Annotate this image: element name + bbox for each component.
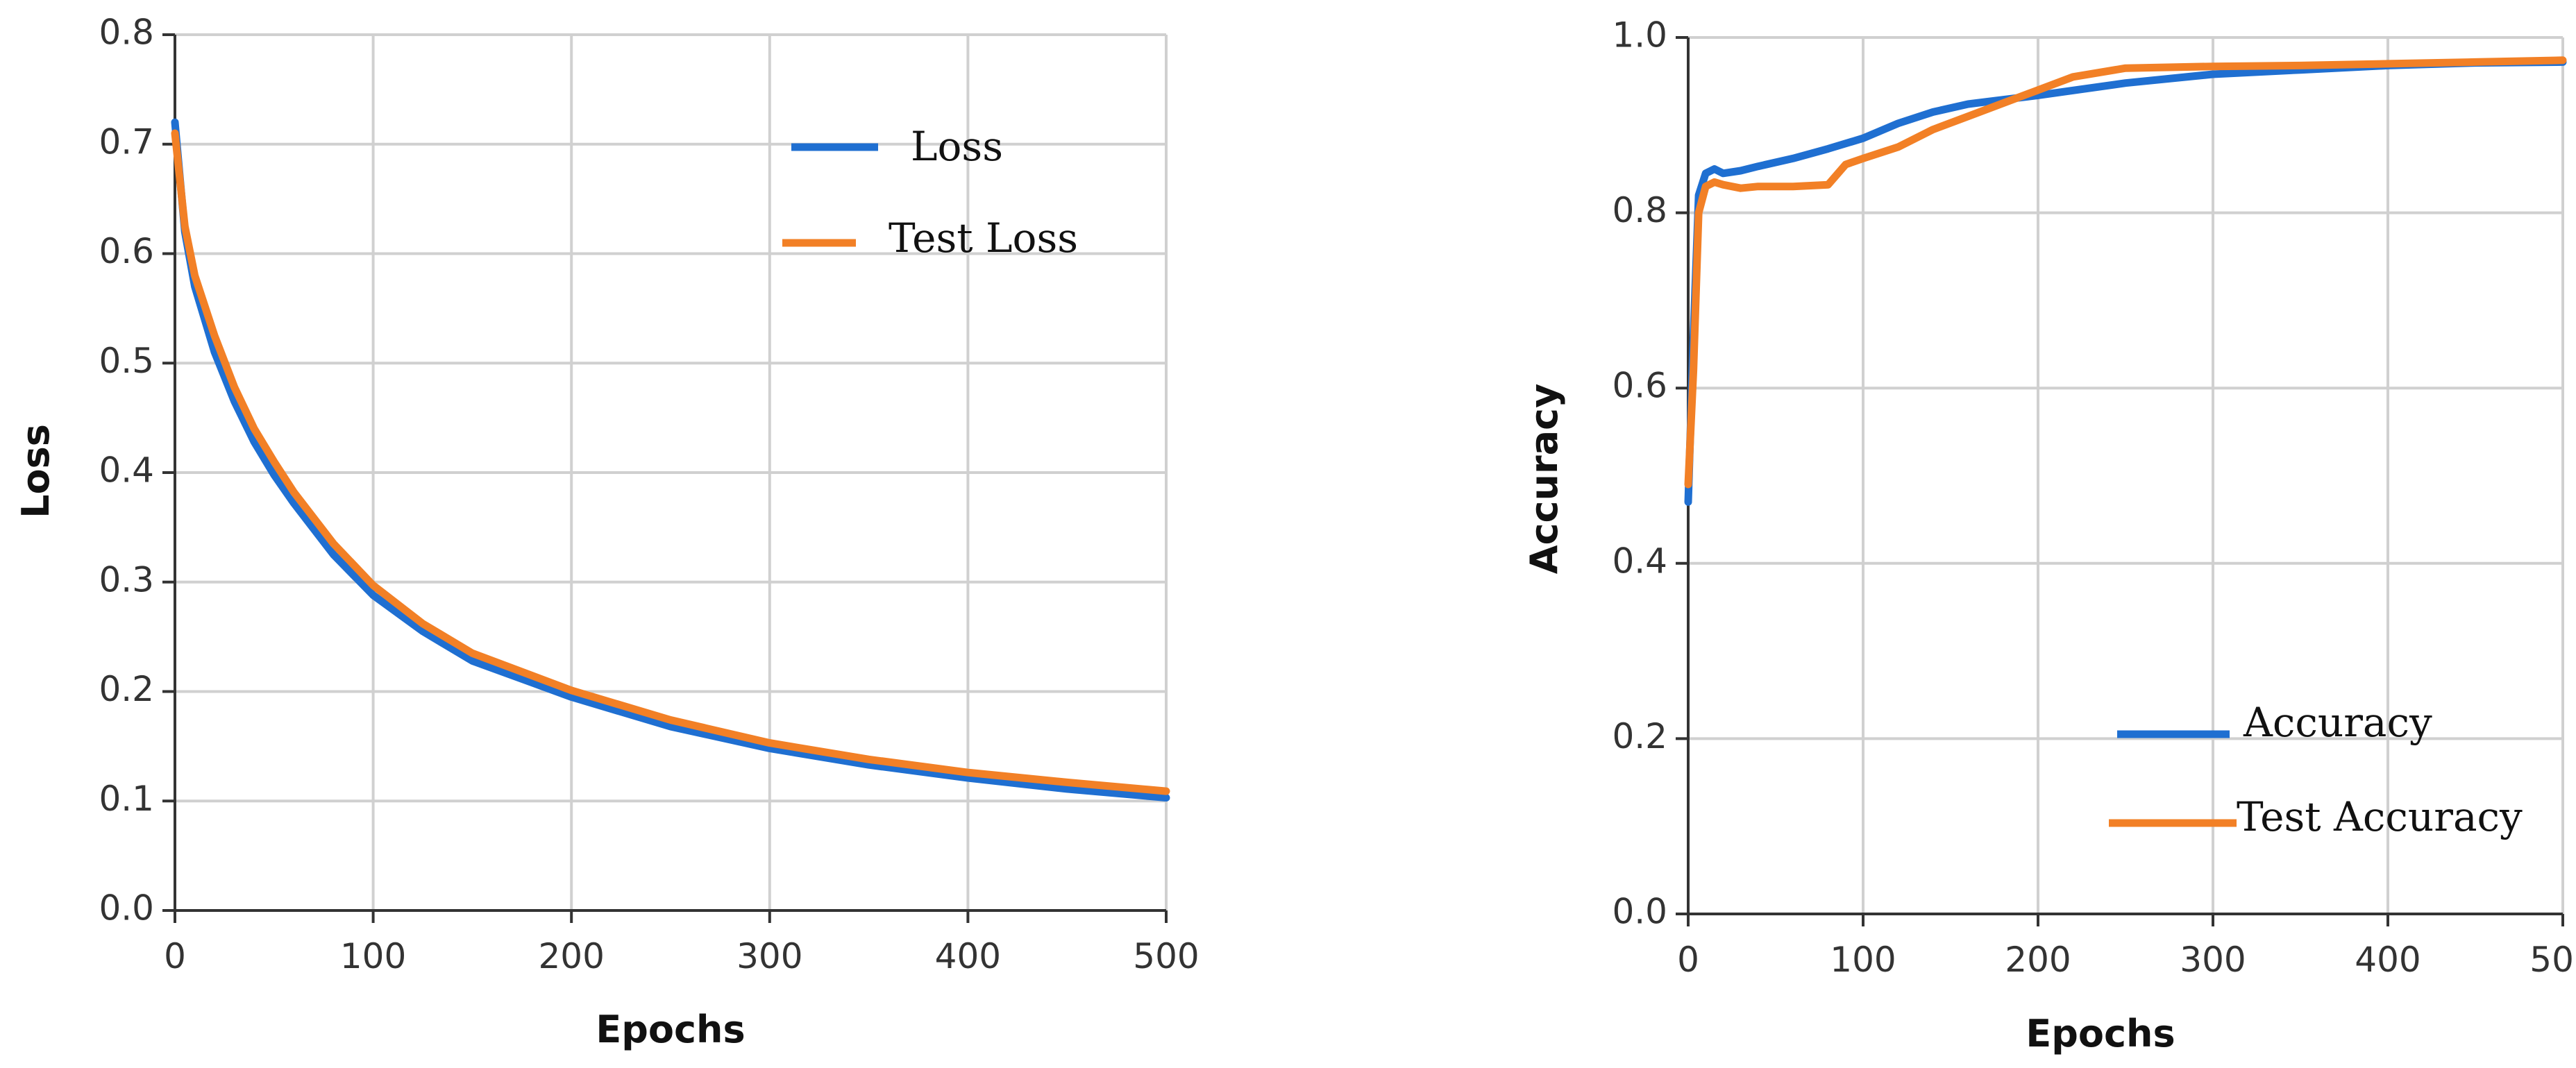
accuracy-y-tick-labels: 0.0 0.2 0.4 0.6 0.8 1.0 [1612, 15, 1667, 932]
accuracy-y-tick-label: 0.8 [1612, 190, 1667, 230]
accuracy-x-tick-labels: 0 100 200 300 400 500 [1677, 940, 2576, 980]
accuracy-x-tick-label: 400 [2355, 940, 2421, 980]
loss-x-tick-label: 200 [538, 936, 604, 976]
loss-x-tick-labels: 0 100 200 300 400 500 [164, 936, 1199, 976]
legend-label-test-loss: Test Loss [889, 214, 1078, 262]
loss-x-tick-label: 300 [736, 936, 802, 976]
loss-x-tick-label: 400 [935, 936, 1001, 976]
legend-label-loss: Loss [911, 123, 1003, 170]
loss-y-tick-label: 0.6 [99, 231, 154, 271]
loss-x-tick-label: 100 [340, 936, 406, 976]
loss-axes [162, 33, 1168, 923]
accuracy-x-axis-title: Epochs [2026, 1012, 2175, 1056]
accuracy-x-tick-label: 0 [1677, 940, 1699, 980]
accuracy-grid [1687, 36, 2564, 915]
loss-series-group [171, 118, 1170, 802]
loss-x-tick-label: 0 [164, 936, 186, 976]
accuracy-y-tick-label: 0.6 [1612, 366, 1667, 406]
accuracy-x-tick-label: 100 [1830, 940, 1896, 980]
loss-x-tick-label: 500 [1133, 936, 1199, 976]
accuracy-x-tick-label: 200 [2005, 940, 2071, 980]
accuracy-legend: Accuracy Test Accuracy [2109, 699, 2523, 840]
accuracy-y-axis-title: Accuracy [1522, 384, 1566, 575]
loss-x-axis-title: Epochs [596, 1008, 745, 1051]
accuracy-chart: 0.0 0.2 0.4 0.6 0.8 1.0 0 100 200 300 400 500 Accu… [1522, 15, 2576, 1056]
accuracy-series-test-accuracy [1684, 56, 2567, 489]
accuracy-y-tick-label: 1.0 [1612, 15, 1667, 56]
loss-y-axis-title: Loss [14, 424, 58, 518]
accuracy-y-tick-label: 0.4 [1612, 541, 1667, 581]
accuracy-x-tick-label: 300 [2180, 940, 2246, 980]
loss-y-tick-label: 0.4 [99, 450, 154, 491]
accuracy-series-accuracy [1684, 58, 2567, 506]
loss-series-loss [171, 118, 1170, 802]
loss-series-test-loss [171, 129, 1170, 795]
accuracy-y-tick-label: 0.2 [1612, 716, 1667, 756]
accuracy-x-tick-label: 500 [2529, 940, 2576, 980]
legend-label-test-accuracy: Test Accuracy [2237, 793, 2523, 840]
loss-y-tick-labels: 0.0 0.1 0.2 0.3 0.4 0.5 0.6 0.7 0.8 [99, 12, 154, 929]
accuracy-series-group [1684, 56, 2567, 506]
loss-y-tick-label: 0.5 [99, 341, 154, 381]
loss-y-tick-label: 0.8 [99, 12, 154, 53]
accuracy-y-tick-label: 0.0 [1612, 892, 1667, 932]
loss-y-tick-label: 0.2 [99, 669, 154, 709]
loss-y-tick-label: 0.1 [99, 779, 154, 819]
loss-y-tick-label: 0.7 [99, 121, 154, 162]
loss-grid [174, 33, 1168, 912]
loss-legend: Loss Test Loss [782, 123, 1078, 262]
legend-label-accuracy: Accuracy [2243, 699, 2432, 746]
loss-y-tick-label: 0.3 [99, 559, 154, 600]
loss-y-tick-label: 0.0 [99, 888, 154, 929]
loss-chart: 0.0 0.1 0.2 0.3 0.4 0.5 0.6 0.7 0.8 0 100 200 300 40… [14, 12, 1199, 1052]
